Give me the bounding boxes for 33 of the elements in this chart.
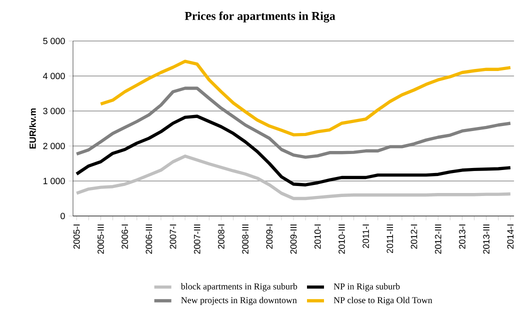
x-tick-label: 2006-III — [146, 224, 152, 254]
x-tick-label: 2008-III — [242, 224, 248, 254]
x-tick-label: 2012-III — [434, 224, 442, 254]
y-tick-label: 5 000 — [43, 38, 65, 44]
legend-label: NP close to Riga Old Town — [334, 296, 432, 306]
line-series — [99, 60, 512, 136]
y-axis-title: EUR/kv.m — [29, 108, 36, 149]
y-tick-label: 3 000 — [43, 108, 65, 114]
x-tick-label: 2012-I — [410, 224, 418, 249]
legend-label: block apartments in Riga suburb — [180, 283, 298, 292]
x-tick-label: 2007-I — [170, 224, 176, 249]
legend-label: NP in Riga suburb — [334, 283, 400, 292]
x-tick-label: 2007-III — [194, 224, 200, 254]
x-tick-label: 2011-I — [362, 224, 369, 248]
x-tick-label: 2006-I — [122, 224, 128, 249]
x-tick-label: 2010-I — [314, 224, 321, 249]
x-tick-label: 2008-I — [218, 224, 224, 249]
y-tick-label: 1 000 — [43, 178, 65, 184]
line-series — [75, 86, 512, 159]
x-tick-label: 2009-III — [290, 224, 297, 254]
x-tick-label: 2010-III — [338, 224, 345, 254]
x-tick-label: 2013-I — [459, 224, 466, 249]
x-tick-label: 2011-III — [386, 224, 394, 254]
legend-label: New projects in Riga downtown — [181, 296, 297, 306]
y-tick-label: 0 — [60, 212, 65, 220]
x-tick-label: 2005-I — [73, 224, 80, 249]
y-tick-label: 2 000 — [43, 142, 65, 150]
x-tick-label: 2013-III — [483, 224, 490, 254]
x-tick-label: 2005-III — [98, 224, 104, 254]
x-tick-label: 2014-I — [507, 224, 514, 249]
y-tick-label: 4 000 — [42, 72, 65, 80]
chart-title: Prices for apartments in Riga — [184, 11, 336, 23]
x-tick-label: 2009-I — [266, 224, 273, 249]
